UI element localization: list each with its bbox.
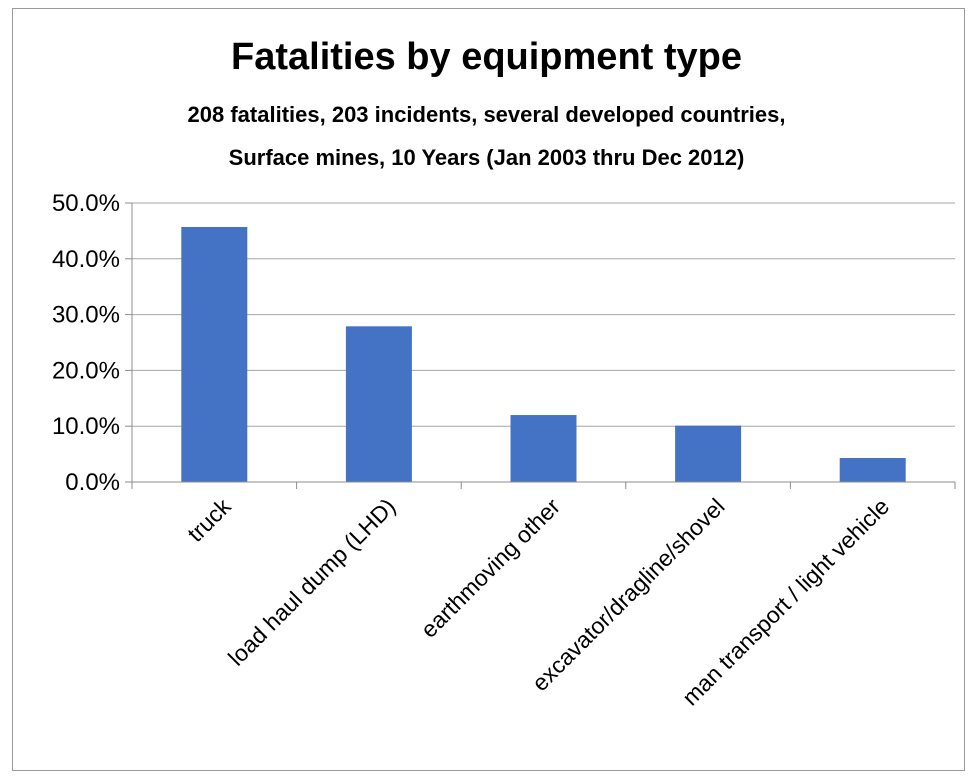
x-category-label: excavator/dragline/shovel — [527, 493, 730, 696]
chart-subtitle-line-2: Surface mines, 10 Years (Jan 2003 thru D… — [228, 145, 745, 170]
chart-title: Fatalities by equipment type — [231, 36, 742, 78]
gridlines — [132, 202, 955, 427]
x-category-label: load haul dump (LHD) — [223, 493, 400, 670]
y-tick-label: 40.0% — [52, 246, 120, 273]
y-tick-label: 0.0% — [65, 469, 120, 496]
chart-subtitle-line-1: 208 fatalities, 203 incidents, several d… — [187, 102, 786, 127]
y-tick-label: 30.0% — [52, 302, 120, 329]
bar — [675, 425, 742, 482]
bar — [345, 326, 412, 482]
axes — [125, 202, 956, 489]
x-category-label: earthmoving other — [416, 493, 566, 643]
chart-frame — [12, 8, 965, 771]
y-tick-label: 20.0% — [52, 357, 120, 384]
x-category-label: truck — [182, 493, 236, 547]
bar — [510, 415, 577, 482]
bar — [181, 226, 248, 482]
bar — [839, 458, 906, 482]
y-tick-label: 50.0% — [52, 190, 120, 217]
y-tick-label: 10.0% — [52, 413, 120, 440]
bars — [181, 226, 906, 482]
